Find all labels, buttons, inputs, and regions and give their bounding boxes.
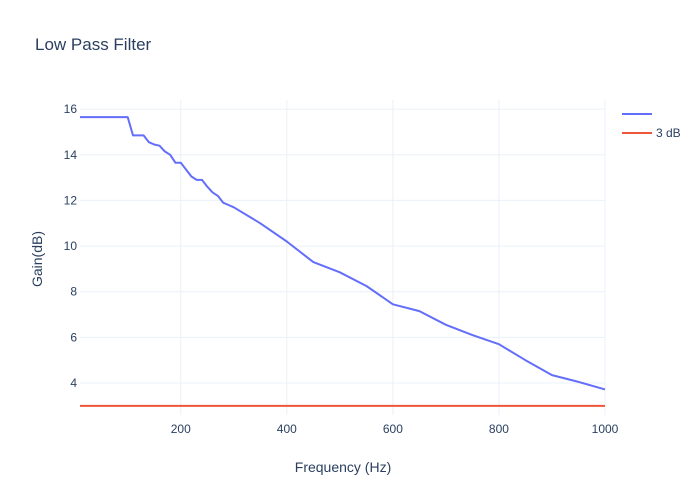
x-axis-ticks: 200 400 600 800 1000	[171, 422, 619, 436]
y-tick-label: 8	[70, 285, 77, 299]
x-tick-label: 200	[171, 422, 191, 436]
grid-lines	[80, 100, 606, 415]
x-tick-label: 800	[489, 422, 509, 436]
series-line-1	[80, 116, 606, 391]
x-tick-label: 400	[277, 422, 297, 436]
x-axis-title: Frequency (Hz)	[295, 459, 391, 475]
y-axis-title: Gain(dB)	[29, 231, 45, 287]
y-axis-ticks: 4 6 8 10 12 14 16	[64, 102, 78, 390]
plot-area	[80, 116, 606, 407]
y-tick-label: 12	[64, 193, 78, 207]
chart-title: Low Pass Filter	[35, 35, 152, 54]
x-tick-label: 600	[383, 422, 403, 436]
y-tick-label: 4	[70, 376, 77, 390]
x-tick-label: 1000	[592, 422, 619, 436]
y-tick-label: 10	[64, 239, 78, 253]
legend: 3 dB	[622, 113, 681, 140]
y-tick-label: 16	[64, 102, 78, 116]
legend-label[interactable]: 3 dB	[656, 126, 681, 140]
y-tick-label: 6	[70, 330, 77, 344]
y-tick-label: 14	[64, 148, 78, 162]
